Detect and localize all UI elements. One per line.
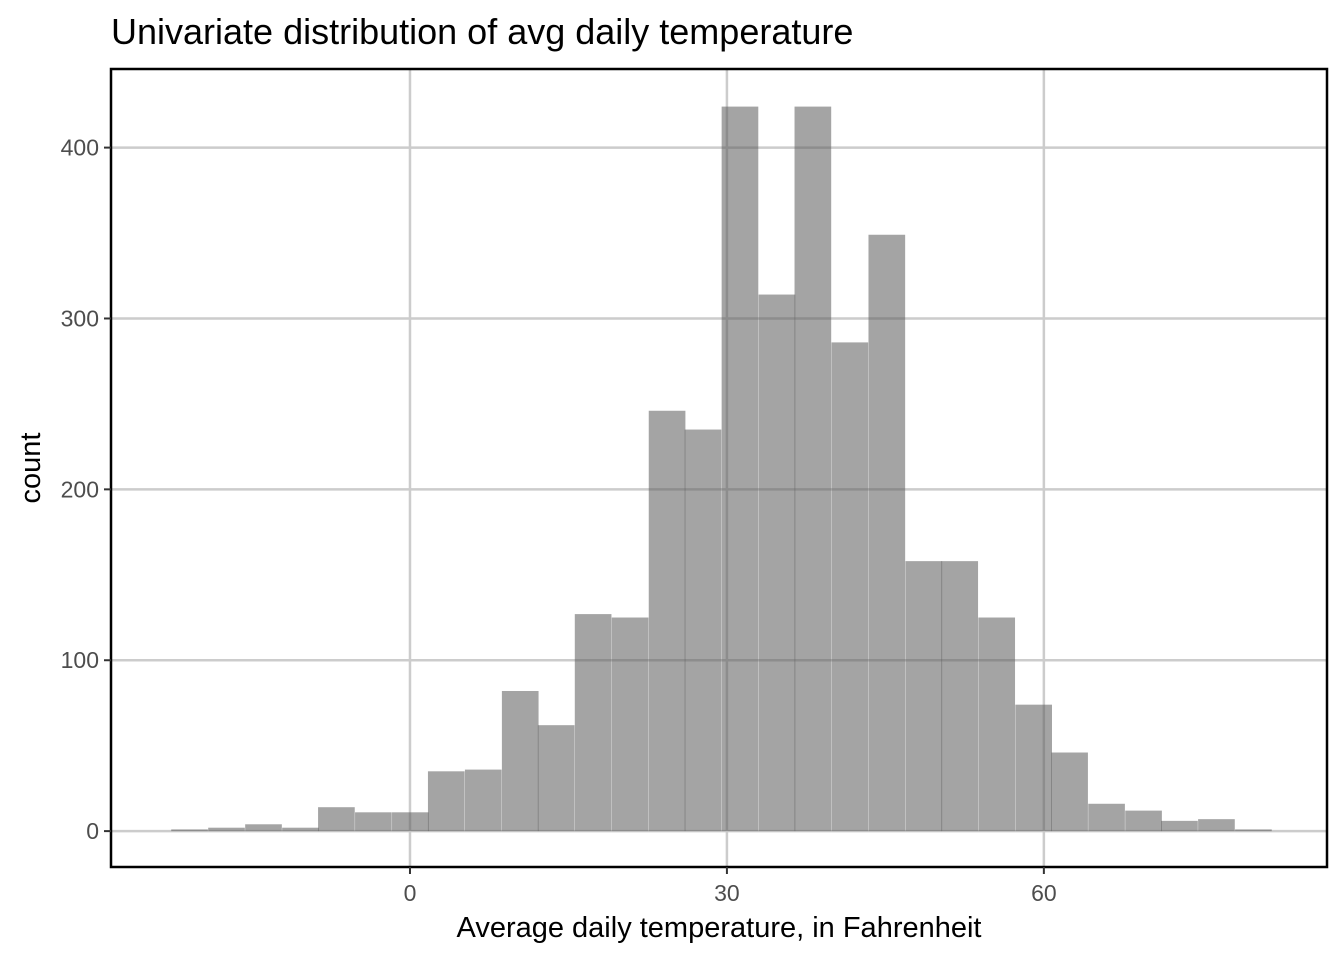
histogram-bar — [171, 829, 208, 832]
x-tick-label: 30 — [714, 880, 740, 906]
histogram-bar — [684, 429, 722, 832]
histogram-bar — [978, 617, 1016, 832]
histogram-bar — [648, 410, 686, 832]
histogram-bar — [282, 827, 319, 832]
y-tick-label: 200 — [61, 476, 99, 502]
panel-border — [109, 67, 1329, 869]
histogram-bar — [427, 771, 465, 832]
histogram-bar — [318, 807, 355, 832]
histogram-bar — [392, 812, 429, 832]
histogram-bar — [1235, 829, 1272, 832]
histogram-bar — [245, 824, 282, 832]
histogram-bar — [611, 617, 649, 832]
x-tick-label: 60 — [1031, 880, 1057, 906]
histogram-bar — [355, 812, 392, 832]
histogram-bar — [831, 342, 869, 832]
histogram-bar — [501, 690, 539, 832]
histogram-bar — [208, 827, 245, 832]
x-tick-label: 0 — [404, 880, 417, 906]
y-tick-label: 100 — [61, 647, 99, 673]
histogram-bar — [574, 614, 612, 832]
y-tick-label: 0 — [86, 818, 99, 844]
histogram-bar — [794, 106, 832, 832]
histogram-bars — [171, 106, 1272, 832]
histogram-bar — [905, 561, 943, 832]
histogram-bar — [1125, 810, 1162, 832]
histogram-bar — [758, 294, 796, 832]
histogram-bar — [1088, 803, 1125, 832]
histogram-bar — [721, 106, 759, 832]
x-axis-title: Average daily temperature, in Fahrenheit — [457, 912, 982, 944]
histogram-bar — [1015, 704, 1053, 832]
y-tick-label: 400 — [61, 135, 99, 161]
y-tick-label: 300 — [61, 305, 99, 331]
histogram-bar — [1051, 752, 1088, 832]
histogram-bar — [1161, 820, 1198, 832]
histogram-bar — [537, 725, 575, 832]
histogram-bar — [1198, 819, 1235, 832]
histogram-bar — [868, 234, 906, 832]
y-axis-title: count — [15, 433, 47, 504]
histogram-bar — [464, 769, 502, 832]
chart-title: Univariate distribution of avg daily tem… — [111, 11, 853, 52]
axis-ticks: 0 100 200 300 400 0 30 60 — [61, 135, 1057, 906]
histogram-bar — [941, 561, 979, 832]
